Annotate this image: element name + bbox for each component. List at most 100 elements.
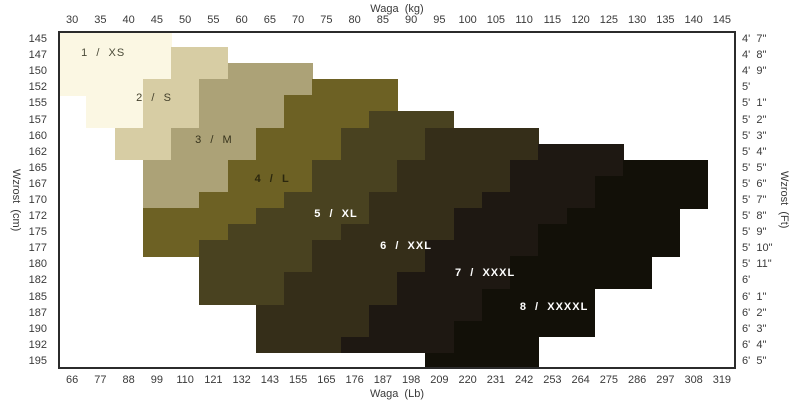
- size-region-7: [510, 159, 624, 177]
- lb-tick-label: 297: [656, 374, 675, 386]
- size-region-6: [425, 143, 539, 161]
- kg-tick-label: 105: [486, 14, 506, 26]
- size-region-4: [142, 240, 200, 257]
- ft-tick-label: 5' 1": [742, 97, 767, 110]
- size-region-8: [510, 256, 652, 274]
- ft-tick-label: 4' 7": [742, 33, 767, 46]
- ft-axis-ticks: 4' 7" 4' 8" 4' 9" 5' 5' 1" 5' 2" 5' 3" 5' 4" 5' …: [740, 31, 798, 369]
- size-region-5: [312, 175, 398, 193]
- kg-tick-label: 50: [179, 14, 192, 26]
- size-region-3: [171, 143, 257, 161]
- size-region-8: [594, 175, 709, 193]
- ft-tick-label: 5' 9": [742, 226, 767, 239]
- size-region-7: [510, 175, 596, 193]
- size-label-5: 5 / XL: [314, 208, 358, 220]
- size-label-3: 3 / M: [195, 133, 233, 146]
- cm-tick-label: 187: [28, 306, 47, 319]
- plot-area: 1 / XS 2 / S 3 / M 4 / L 5 / XL 6 / XXL 7 / XX…: [58, 31, 736, 369]
- size-region-5: [199, 240, 313, 257]
- lb-tick-label: 176: [345, 374, 364, 386]
- size-region-3: [171, 127, 257, 145]
- size-region-8: [623, 159, 709, 177]
- cm-tick-label: 175: [28, 226, 47, 239]
- size-region-6: [255, 304, 370, 322]
- size-region-3: [199, 111, 285, 129]
- kg-tick-label: 100: [458, 14, 477, 26]
- ft-tick-label: 5': [742, 81, 751, 94]
- size-region-2: [142, 95, 200, 113]
- cm-tick-label: 150: [28, 65, 47, 78]
- ft-tick-label: 4' 8": [742, 49, 767, 62]
- cm-tick-label: 155: [28, 97, 47, 110]
- lb-tick-label: 264: [571, 374, 590, 386]
- kg-tick-label: 115: [543, 14, 562, 26]
- size-region-6: [284, 272, 398, 290]
- kg-tick-label: 35: [94, 14, 107, 26]
- ft-tick-label: 6' 4": [742, 338, 767, 351]
- lb-tick-label: 66: [66, 374, 79, 386]
- ft-tick-label: 6' 3": [742, 322, 767, 335]
- cm-tick-label: 157: [28, 113, 47, 126]
- ft-tick-label: 6': [742, 274, 751, 287]
- size-region-4: [312, 79, 398, 96]
- size-region-4: [284, 95, 398, 113]
- lb-tick-label: 155: [288, 374, 308, 386]
- size-region-4: [255, 143, 342, 161]
- size-region-4: [142, 208, 257, 225]
- cm-tick-label: 192: [28, 338, 47, 351]
- size-region-1: [86, 95, 144, 113]
- kg-tick-label: 70: [292, 14, 305, 26]
- lb-tick-label: 88: [122, 374, 135, 386]
- ft-tick-label: 4' 9": [742, 65, 767, 78]
- kg-tick-label: 120: [571, 14, 590, 26]
- size-region-5: [255, 208, 370, 225]
- size-region-2: [142, 79, 200, 96]
- cm-tick-label: 162: [28, 145, 47, 158]
- size-region-6: [368, 191, 483, 209]
- kg-tick-label: 45: [150, 14, 163, 26]
- kg-tick-label: 130: [627, 14, 647, 26]
- size-region-5: [340, 127, 426, 145]
- size-region-7: [453, 208, 568, 225]
- lb-tick-label: 231: [486, 374, 506, 386]
- kg-tick-label: 80: [348, 14, 361, 26]
- size-region-6: [255, 336, 342, 354]
- size-region-2: [142, 111, 200, 129]
- size-label-8: 8 / XXXXL: [519, 300, 589, 313]
- size-label-6: 6 / XXL: [380, 239, 432, 252]
- cm-axis-ticks: 145 147 150 152 155 157 160 162 165 167 170 172 175 1…: [0, 31, 53, 369]
- size-region-6: [284, 288, 398, 306]
- size-region-4: [227, 159, 313, 177]
- ft-tick-label: 5' 6": [742, 177, 767, 190]
- size-region-8: [538, 240, 681, 257]
- kg-tick-label: 110: [515, 14, 533, 26]
- ft-tick-label: 6' 1": [742, 290, 767, 303]
- size-label-1: 1 / XS: [81, 47, 126, 60]
- axis-title-height-cm: Wzrost (cm): [10, 168, 22, 232]
- kg-tick-label: 55: [207, 14, 220, 26]
- size-label-4: 4 / L: [254, 172, 290, 185]
- lb-tick-label: 308: [684, 374, 703, 386]
- size-region-3: [142, 191, 200, 209]
- lb-tick-label: 110: [176, 374, 194, 386]
- kg-tick-label: 135: [656, 14, 675, 26]
- cm-tick-label: 170: [28, 194, 47, 206]
- kg-tick-label: 40: [122, 14, 135, 26]
- size-region-8: [594, 191, 709, 209]
- size-region-7: [425, 240, 539, 257]
- ft-tick-label: 5' 2": [742, 113, 767, 126]
- size-region-3: [227, 63, 313, 80]
- size-region-7: [453, 224, 539, 241]
- lb-tick-label: 319: [712, 374, 732, 386]
- cm-tick-label: 165: [28, 161, 47, 174]
- size-region-7: [397, 288, 483, 306]
- lb-tick-label: 121: [204, 374, 223, 386]
- lb-tick-label: 220: [458, 374, 477, 386]
- ft-tick-label: 5' 7": [742, 194, 767, 206]
- size-region-6: [312, 256, 426, 274]
- lb-tick-label: 99: [150, 374, 163, 386]
- size-region-3: [142, 175, 229, 193]
- cm-tick-label: 152: [28, 81, 47, 94]
- size-region-7: [368, 304, 483, 322]
- ft-tick-label: 5' 5": [742, 161, 767, 174]
